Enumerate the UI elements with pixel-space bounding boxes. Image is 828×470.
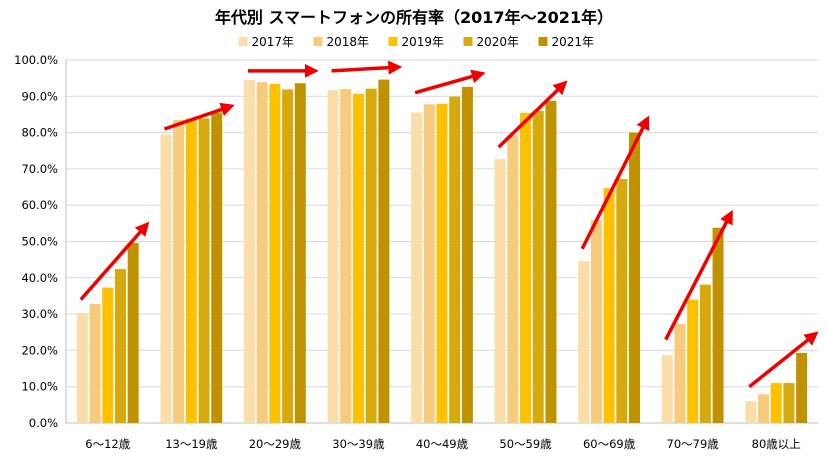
y-axis: 0.0% 10.0% 20.0% 30.0% 40.0% 50.0% 60.0% 70.0% 8… (14, 53, 67, 430)
trend-arrow (163, 102, 235, 131)
bar (712, 227, 724, 423)
trend-arrow (414, 69, 486, 95)
bar (796, 352, 808, 423)
bar (102, 287, 114, 423)
x-axis: 6～12歳 13～19歳 20～29歳 30～39歳 40～49歳 50～59歳 60～69… (85, 437, 800, 451)
y-tick-label: 70.0% (21, 162, 58, 176)
bar (629, 132, 641, 423)
bar (507, 135, 519, 423)
x-tick-label: 30～39歳 (332, 437, 385, 451)
bar (783, 383, 795, 423)
legend-swatch (238, 37, 248, 46)
bar (198, 118, 210, 424)
x-tick-label: 70～79歳 (667, 437, 720, 451)
bar (687, 299, 699, 423)
bar (256, 82, 268, 423)
bar (185, 118, 197, 424)
bar (365, 88, 377, 423)
legend-swatch (388, 37, 398, 46)
bar (436, 103, 448, 423)
bar (532, 110, 544, 423)
trend-arrow (580, 115, 650, 250)
bar (770, 383, 782, 423)
y-tick-label: 0.0% (29, 416, 58, 430)
bar (661, 355, 673, 423)
legend-label: 2018年 (327, 35, 370, 49)
trend-arrow (664, 209, 733, 341)
legend-swatch (538, 37, 548, 46)
x-tick-label: 80歳以上 (752, 437, 801, 451)
bar (423, 104, 435, 423)
y-tick-label: 90.0% (21, 89, 58, 103)
bar (127, 242, 139, 423)
trend-arrow (497, 80, 568, 149)
legend-label: 2017年 (252, 35, 295, 49)
bar (89, 303, 101, 423)
legend-label: 2021年 (552, 35, 595, 49)
x-tick-label: 6～12歳 (85, 437, 130, 451)
x-tick-label: 40～49歳 (416, 437, 469, 451)
bar (461, 86, 473, 423)
trend-arrows (79, 60, 819, 389)
y-tick-label: 20.0% (21, 343, 58, 357)
bar (674, 323, 686, 423)
bar (545, 101, 557, 424)
y-tick-label: 10.0% (21, 380, 58, 394)
trend-arrow (79, 221, 150, 301)
legend-swatch (313, 37, 323, 46)
bar (758, 394, 770, 423)
x-tick-label: 20～29歳 (249, 437, 302, 451)
x-tick-label: 13～19歳 (165, 437, 218, 451)
bar (411, 112, 423, 423)
chart-legend: 2017年 2018年 2019年 2020年 2021年 (238, 35, 595, 49)
trend-arrow (331, 60, 403, 75)
bar (173, 119, 185, 424)
chart-title: 年代別 スマートフォンの所有率（2017年～2021年） (214, 8, 614, 27)
bar (327, 90, 339, 423)
y-tick-label: 40.0% (21, 271, 58, 285)
bar (160, 134, 172, 424)
bar (269, 83, 281, 423)
y-tick-label: 100.0% (14, 53, 58, 67)
bar (699, 284, 711, 423)
bars (76, 79, 808, 424)
y-tick-label: 50.0% (21, 235, 58, 249)
bar (76, 313, 88, 423)
bar (520, 112, 532, 424)
bar (603, 188, 615, 423)
bar (494, 159, 506, 423)
trend-arrow (748, 331, 819, 389)
bar (590, 220, 602, 423)
bar (449, 96, 461, 424)
legend-label: 2020年 (477, 35, 520, 49)
y-tick-label: 80.0% (21, 126, 58, 140)
bar (745, 401, 757, 423)
legend-swatch (463, 37, 473, 46)
bar (282, 89, 294, 423)
y-tick-label: 60.0% (21, 198, 58, 212)
bar (340, 89, 352, 423)
x-tick-label: 50～59歳 (499, 437, 552, 451)
bar (114, 269, 126, 423)
legend-label: 2019年 (402, 35, 445, 49)
bar (294, 83, 306, 424)
x-tick-label: 60～69歳 (583, 437, 636, 451)
bar (352, 93, 364, 423)
bar (616, 179, 628, 423)
bar (211, 112, 223, 423)
bar (578, 261, 590, 423)
bar (243, 79, 255, 423)
y-tick-label: 30.0% (21, 307, 58, 321)
bar (378, 79, 390, 424)
